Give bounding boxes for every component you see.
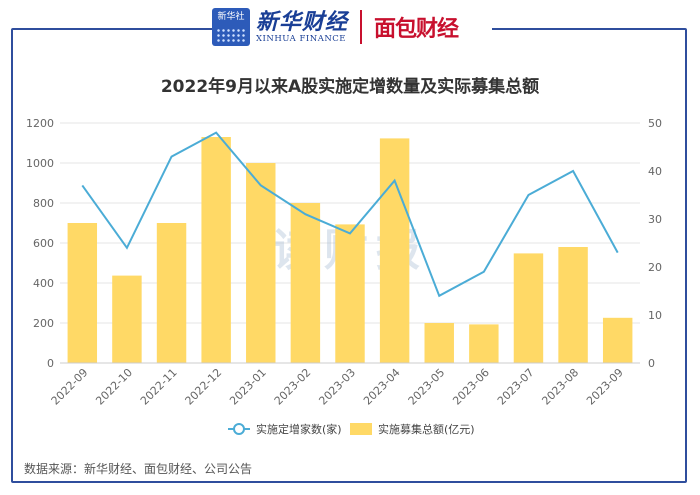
y-left-tick-label: 1200 xyxy=(26,117,54,130)
y-right-tick-label: 30 xyxy=(648,213,662,226)
x-tick-label: 2023-05 xyxy=(406,366,448,408)
logo-square-text: 新华社 xyxy=(217,12,245,22)
brand-en: XINHUA FINANCE xyxy=(256,33,346,44)
brand-cn: 新华财经 xyxy=(256,8,349,35)
x-tick-label: 2023-01 xyxy=(227,366,269,408)
legend-bar-label: 实施募集总额(亿元) xyxy=(378,422,475,436)
header-logos: 新华社 新华财经 XINHUA FINANCE 面包财经 xyxy=(212,4,492,50)
bar xyxy=(67,223,98,363)
y-left-tick-label: 400 xyxy=(33,277,54,290)
xinhua-finance-brand: 新华财经 XINHUA FINANCE xyxy=(256,10,348,45)
y-right-tick-label: 40 xyxy=(648,165,662,178)
x-tick-label: 2023-04 xyxy=(361,366,403,408)
bar xyxy=(558,247,588,363)
x-tick-label: 2023-06 xyxy=(450,366,492,408)
x-tick-label: 2023-02 xyxy=(272,366,314,408)
y-right-tick-label: 0 xyxy=(648,357,655,370)
xinhua-logo-icon: 新华社 xyxy=(212,8,250,46)
x-tick-label: 2022-09 xyxy=(49,366,91,408)
legend-line-marker xyxy=(233,423,245,435)
x-tick-label: 2023-07 xyxy=(495,366,537,408)
x-tick-label: 2023-03 xyxy=(316,366,358,408)
source-note: 数据来源：新华财经、面包财经、公司公告 xyxy=(24,462,253,476)
bar xyxy=(513,253,544,363)
bar xyxy=(290,203,321,363)
x-tick-label: 2023-09 xyxy=(584,366,626,408)
bar xyxy=(112,275,142,363)
line-series xyxy=(81,131,619,298)
x-tick-label: 2022-10 xyxy=(93,366,135,408)
bar xyxy=(379,138,410,363)
y-left-tick-label: 0 xyxy=(47,357,54,370)
mianbao-brand: 面包财经 xyxy=(374,17,459,42)
bar xyxy=(602,317,633,363)
y-right-tick-label: 50 xyxy=(648,117,662,130)
x-tick-label: 2022-11 xyxy=(138,366,180,408)
bar xyxy=(424,323,454,363)
bar xyxy=(201,137,231,363)
y-right-tick-label: 20 xyxy=(648,261,662,274)
legend-line-label: 实施定增家数(家) xyxy=(256,422,342,436)
bar xyxy=(335,224,365,363)
legend-bar-swatch xyxy=(350,423,372,435)
x-tick-label: 2022-12 xyxy=(183,366,225,408)
y-left-tick-label: 200 xyxy=(33,317,54,330)
bar xyxy=(469,324,499,363)
y-left-tick-label: 800 xyxy=(33,197,54,210)
y-left-tick-label: 600 xyxy=(33,237,54,250)
bar xyxy=(156,223,187,363)
logo-divider xyxy=(360,10,363,44)
chart-title: 2022年9月以来A股实施定增数量及实际募集总额 xyxy=(160,77,540,97)
y-right-tick-label: 10 xyxy=(648,309,662,322)
x-tick-label: 2023-08 xyxy=(540,366,582,408)
y-left-tick-label: 1000 xyxy=(26,157,54,170)
bar xyxy=(246,163,276,363)
